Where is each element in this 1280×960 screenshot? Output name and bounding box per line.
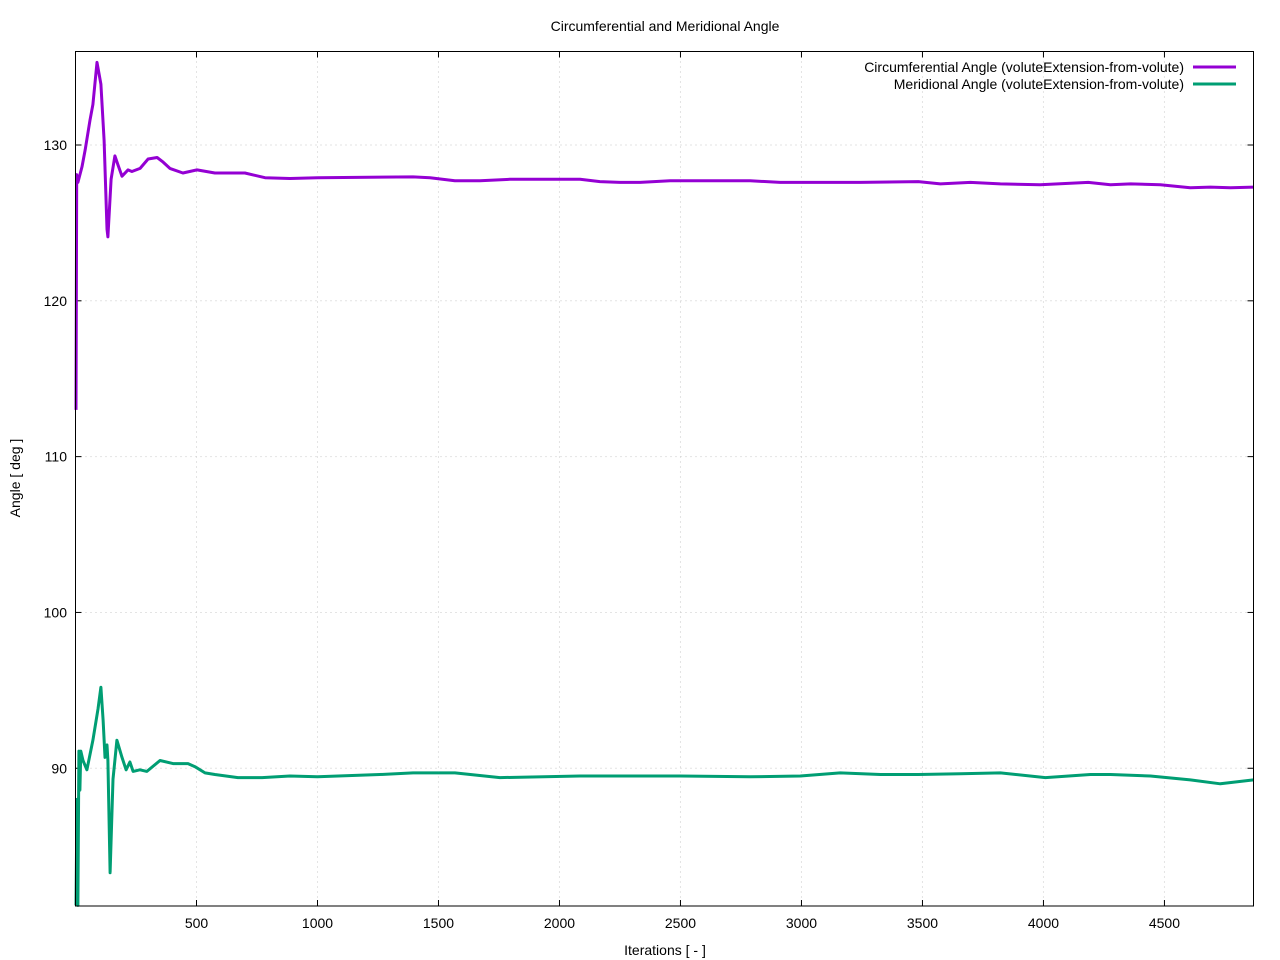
legend: Circumferential Angle (voluteExtension-f… <box>864 59 1236 92</box>
x-tick-label: 2500 <box>665 915 696 931</box>
x-tick-label: 4500 <box>1149 915 1180 931</box>
axis-ticks: 500 1000 1500 2000 2500 3000 3500 4000 4500 90 100… <box>44 51 1254 931</box>
x-tick-label: 4000 <box>1028 915 1059 931</box>
plot-frame <box>75 51 1254 907</box>
y-tick-label: 100 <box>44 604 68 620</box>
y-tick-label: 90 <box>51 760 67 776</box>
y-tick-label: 130 <box>44 137 68 153</box>
y-tick-label: 120 <box>44 293 68 309</box>
x-tick-label: 2000 <box>544 915 575 931</box>
x-tick-label: 3500 <box>907 915 938 931</box>
x-tick-label: 1500 <box>423 915 454 931</box>
x-tick-label: 3000 <box>786 915 817 931</box>
series-lines <box>74 60 1254 907</box>
y-tick-label: 110 <box>45 449 68 465</box>
legend-label: Meridional Angle (voluteExtension-from-v… <box>894 76 1184 92</box>
y-axis-label: Angle [ deg ] <box>7 439 23 518</box>
x-tick-label: 1000 <box>302 915 333 931</box>
series-line-0 <box>74 60 1254 410</box>
legend-label: Circumferential Angle (voluteExtension-f… <box>864 59 1184 75</box>
x-tick-label: 500 <box>185 915 209 931</box>
x-axis-label: Iterations [ - ] <box>624 942 706 958</box>
chart-title: Circumferential and Meridional Angle <box>551 18 780 34</box>
series-line-1 <box>74 685 1254 907</box>
